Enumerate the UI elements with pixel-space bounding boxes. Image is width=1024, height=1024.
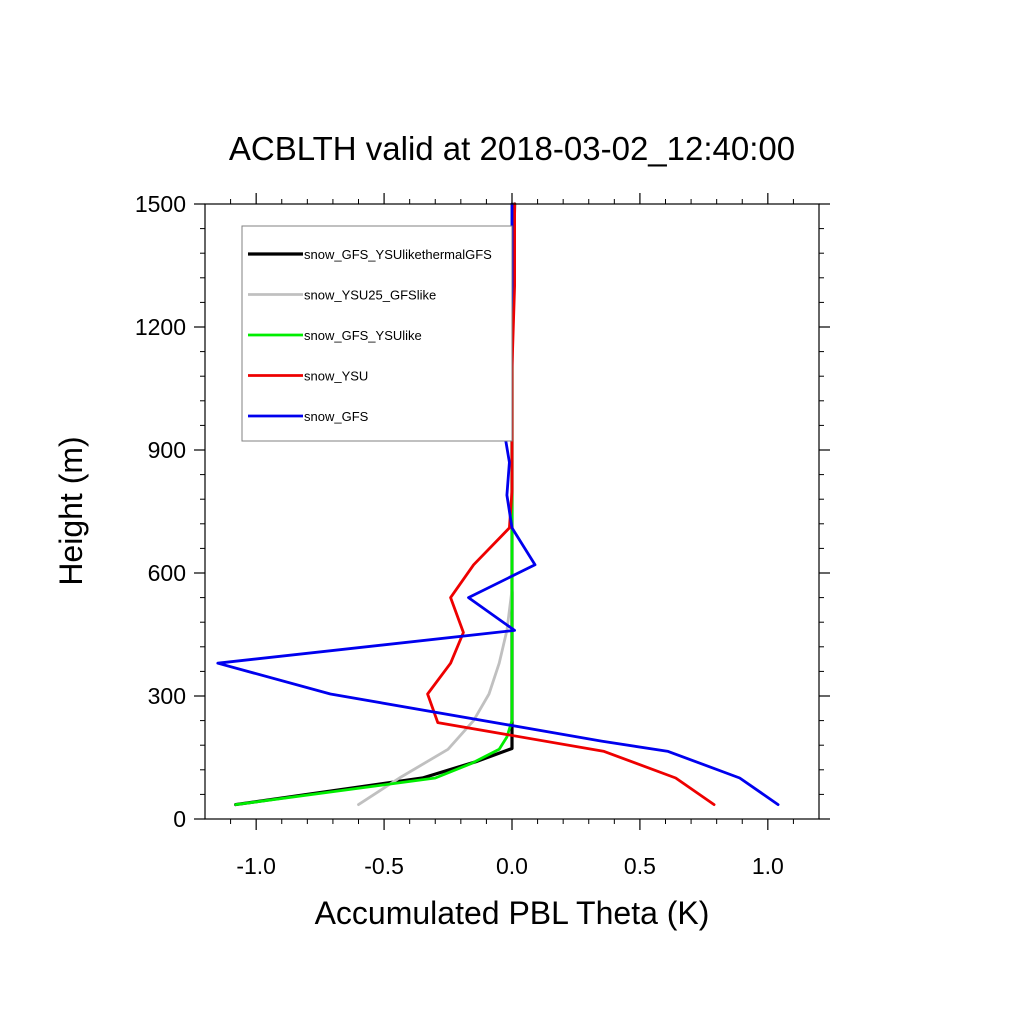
legend: snow_GFS_YSUlikethermalGFS snow_YSU25_GFS… — [241, 225, 513, 442]
chart-title: ACBLTH valid at 2018-03-02_12:40:00 — [229, 130, 795, 167]
x-axis-label: Accumulated PBL Theta (K) — [315, 895, 710, 931]
legend-label: snow_YSU25_GFSlike — [304, 288, 436, 303]
legend-box — [241, 225, 513, 442]
legend-label: snow_YSU — [304, 369, 368, 384]
y-tick-label: 300 — [148, 683, 186, 709]
legend-label: snow_GFS_YSUlikethermalGFS — [304, 247, 492, 262]
x-tick-label: 0.0 — [496, 853, 528, 879]
y-axis-label: Height (m) — [53, 436, 89, 585]
ticks-layer: -1.0 -0.5 0.0 0.5 1.0 0 300 600 900 1200 1500 — [135, 191, 830, 879]
legend-label: snow_GFS — [304, 409, 369, 424]
y-tick-label: 0 — [173, 806, 186, 832]
y-tick-label: 1200 — [135, 314, 186, 340]
x-tick-label: -0.5 — [364, 853, 404, 879]
y-tick-label: 900 — [148, 437, 186, 463]
x-tick-label: 0.5 — [624, 853, 656, 879]
legend-label: snow_GFS_YSUlike — [304, 328, 422, 343]
x-tick-label: 1.0 — [752, 853, 784, 879]
y-tick-label: 600 — [148, 560, 186, 586]
legend-items: snow_GFS_YSUlikethermalGFS snow_YSU25_GFS… — [248, 247, 492, 424]
y-tick-label: 1500 — [135, 191, 186, 217]
x-tick-label: -1.0 — [236, 853, 276, 879]
